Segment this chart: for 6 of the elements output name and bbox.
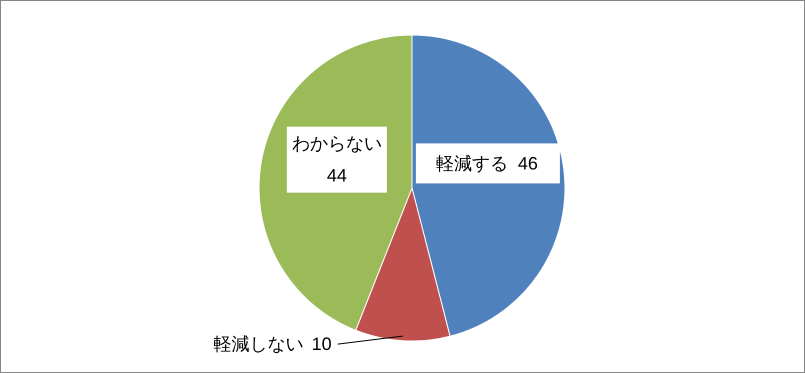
slice-label: 軽減する <box>436 153 508 174</box>
data-label: 10 <box>312 334 332 354</box>
data-label: 44 <box>326 166 347 186</box>
data-label: 46 <box>518 153 538 174</box>
slice-label: 軽減しない <box>214 334 304 354</box>
slice-label: わからない <box>292 134 382 154</box>
